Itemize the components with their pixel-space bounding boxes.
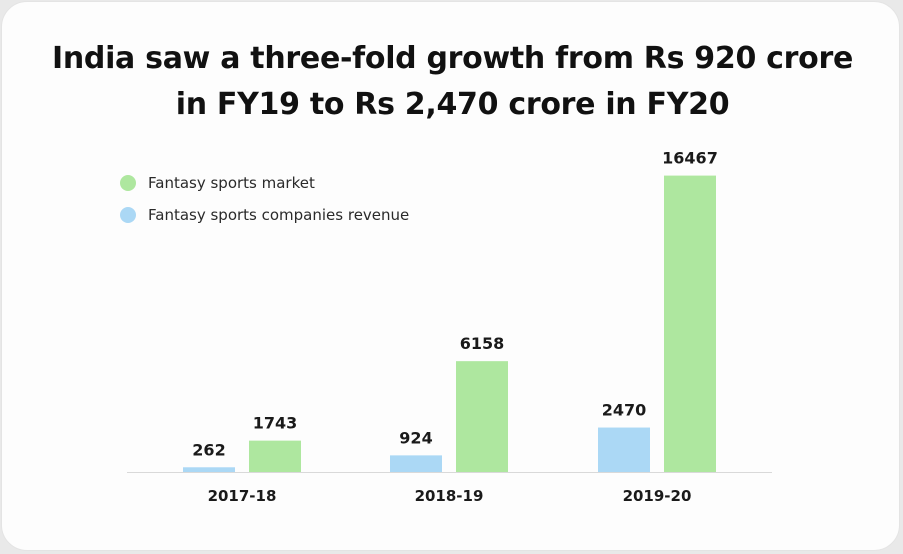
x-tick-label-2018-19: 2018-19	[415, 487, 484, 505]
bar-revenue-2019-20	[598, 427, 650, 472]
legend-label-market: Fantasy sports market	[148, 174, 315, 192]
bar-value-revenue-2017-18: 262	[192, 440, 225, 459]
chart-title: India saw a three-fold growth from Rs 92…	[2, 36, 903, 128]
bar-market-2019-20	[664, 175, 716, 472]
bar-value-market-2018-19: 6158	[460, 334, 505, 353]
bar-value-market-2019-20: 16467	[662, 149, 718, 168]
bar-value-market-2017-18: 1743	[253, 414, 298, 433]
bar-market-2017-18	[249, 440, 301, 472]
legend-swatch-revenue	[120, 207, 136, 223]
bar-market-2018-19	[456, 361, 508, 472]
legend-label-revenue: Fantasy sports companies revenue	[148, 206, 410, 224]
bar-revenue-2017-18	[183, 467, 235, 472]
x-tick-label-2017-18: 2017-18	[208, 487, 277, 505]
legend-item-market: Fantasy sports market	[120, 167, 409, 199]
bar-value-revenue-2019-20: 2470	[602, 401, 647, 420]
chart-title-line-1: India saw a three-fold growth from Rs 92…	[51, 41, 853, 76]
bar-value-revenue-2018-19: 924	[399, 428, 432, 447]
legend-item-revenue: Fantasy sports companies revenue	[120, 199, 409, 231]
legend-swatch-market	[120, 175, 136, 191]
bar-revenue-2018-19	[390, 455, 442, 472]
chart-legend: Fantasy sports market Fantasy sports com…	[120, 167, 409, 231]
chart-title-line-2: in FY19 to Rs 2,470 crore in FY20	[175, 87, 730, 122]
x-tick-label-2019-20: 2019-20	[623, 487, 692, 505]
